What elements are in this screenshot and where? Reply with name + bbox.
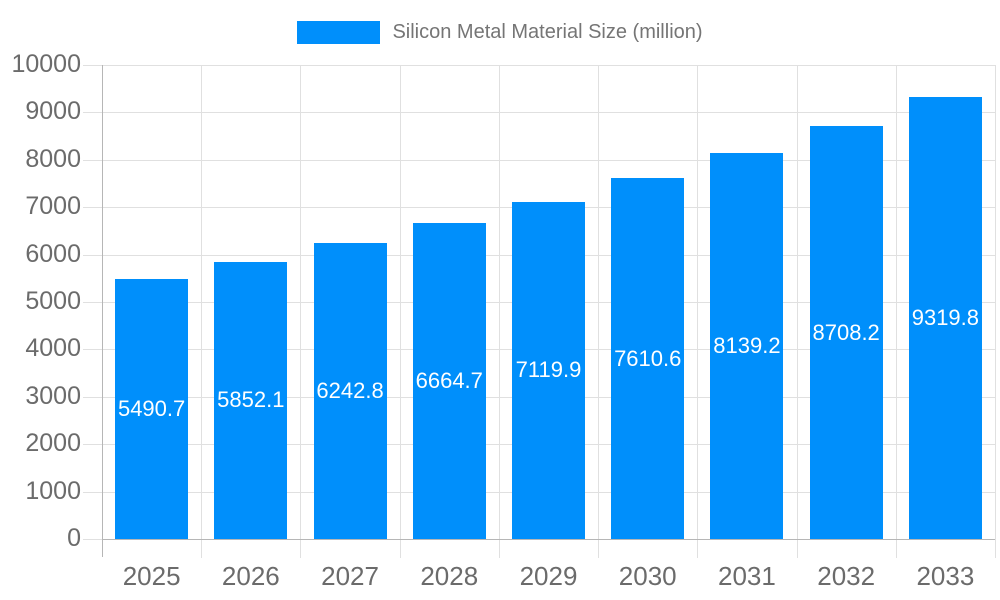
y-axis-line [102,65,103,557]
y-tick-label: 0 [67,524,81,552]
bar-value-label: 8708.2 [812,319,880,345]
h-gridline [102,65,995,66]
x-tick-label: 2026 [221,561,280,591]
y-tick-mark [83,112,102,114]
v-gridline [300,65,302,539]
y-tick-label: 9000 [25,97,81,126]
y-tick-label: 7000 [25,192,81,221]
y-tick-label: 8000 [25,144,81,173]
bar-value-label: 6242.8 [316,378,384,404]
x-tick-label: 2030 [618,561,677,591]
y-tick-mark [83,302,102,303]
y-tick-mark [83,444,102,446]
y-tick-label: 2000 [25,429,81,458]
y-tick-mark [83,159,102,161]
x-tick-mark [300,539,302,558]
x-tick-label: 2033 [916,561,975,591]
x-tick-label: 2029 [519,561,578,591]
legend: Silicon Metal Material Size (million) [0,21,1000,44]
y-tick-mark [83,254,102,256]
x-tick-mark [796,539,798,558]
x-tick-label: 2031 [718,561,776,591]
bar-value-label: 7610.6 [614,345,682,371]
legend-item[interactable]: Silicon Metal Material Size (million) [297,21,703,44]
y-tick-mark [83,491,102,493]
y-tick-mark [83,349,102,351]
x-tick-label: 2032 [817,561,876,591]
bar-value-label: 6664.7 [415,368,483,394]
bar-value-label: 9319.8 [911,305,980,331]
bar-2033[interactable]: 9319.8 [908,97,982,539]
bar-2029[interactable]: 7119.9 [512,201,585,539]
bar-2027[interactable]: 6242.8 [313,243,387,539]
bar-value-label: 5490.7 [117,395,186,421]
bar-2032[interactable]: 8708.2 [809,126,883,539]
bar-value-label: 7119.9 [515,357,582,383]
x-tick-label: 2025 [122,561,181,591]
h-gridline [102,112,995,114]
bar-2025[interactable]: 5490.7 [115,278,189,539]
bar-2028[interactable]: 6664.7 [412,223,486,539]
x-tick-mark [995,539,996,558]
y-tick-mark [83,396,102,398]
y-tick-mark [83,207,102,209]
bar-value-label: 8139.2 [713,333,781,359]
v-gridline [498,65,500,539]
legend-label: Silicon Metal Material Size (million) [392,21,703,43]
bar-2031[interactable]: 8139.2 [710,153,784,539]
x-tick-mark [498,539,500,558]
bar-2030[interactable]: 7610.6 [611,178,685,539]
h-gridline [102,159,995,161]
v-gridline [201,65,203,539]
y-tick-label: 6000 [25,239,81,268]
x-tick-mark [697,539,699,558]
bar-2026[interactable]: 5852.1 [214,261,288,539]
v-gridline [895,65,897,539]
v-gridline [598,65,600,539]
v-gridline [796,65,798,539]
x-axis-line [102,539,995,540]
x-tick-mark [598,539,600,558]
bar-value-label: 5852.1 [217,387,285,413]
x-tick-mark [399,539,401,558]
y-tick-label: 3000 [25,381,81,410]
y-tick-label: 10000 [11,50,81,78]
x-tick-mark [895,539,897,558]
v-gridline [697,65,699,539]
x-tick-label: 2028 [420,561,479,591]
v-gridline [399,65,401,539]
y-tick-mark [83,65,102,66]
y-tick-label: 1000 [25,476,81,505]
y-tick-label: 5000 [25,287,81,315]
x-tick-mark [201,539,203,558]
x-tick-label: 2027 [321,561,379,591]
v-gridline [995,65,996,539]
legend-swatch-icon [297,21,381,44]
y-tick-label: 4000 [25,334,81,363]
y-tick-mark [83,539,102,540]
